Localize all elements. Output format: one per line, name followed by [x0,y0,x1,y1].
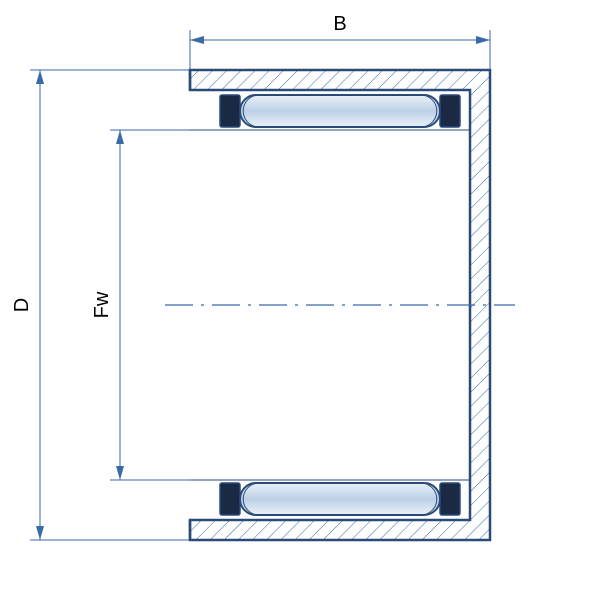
roller-top [240,95,440,127]
dim-fw-label: Fw [91,291,113,318]
cage-block-bottom [220,483,240,515]
cage-block-top [220,95,240,127]
arrowhead [36,70,44,84]
dim-d-label: D [11,298,33,312]
dim-b-label: B [333,13,346,35]
cage-block-bottom [440,483,460,515]
arrowhead [190,36,204,44]
arrowhead [36,526,44,540]
cage-block-top [440,95,460,127]
arrowhead [476,36,490,44]
roller-bottom [240,483,440,515]
arrowhead [116,130,124,144]
arrowhead [116,466,124,480]
